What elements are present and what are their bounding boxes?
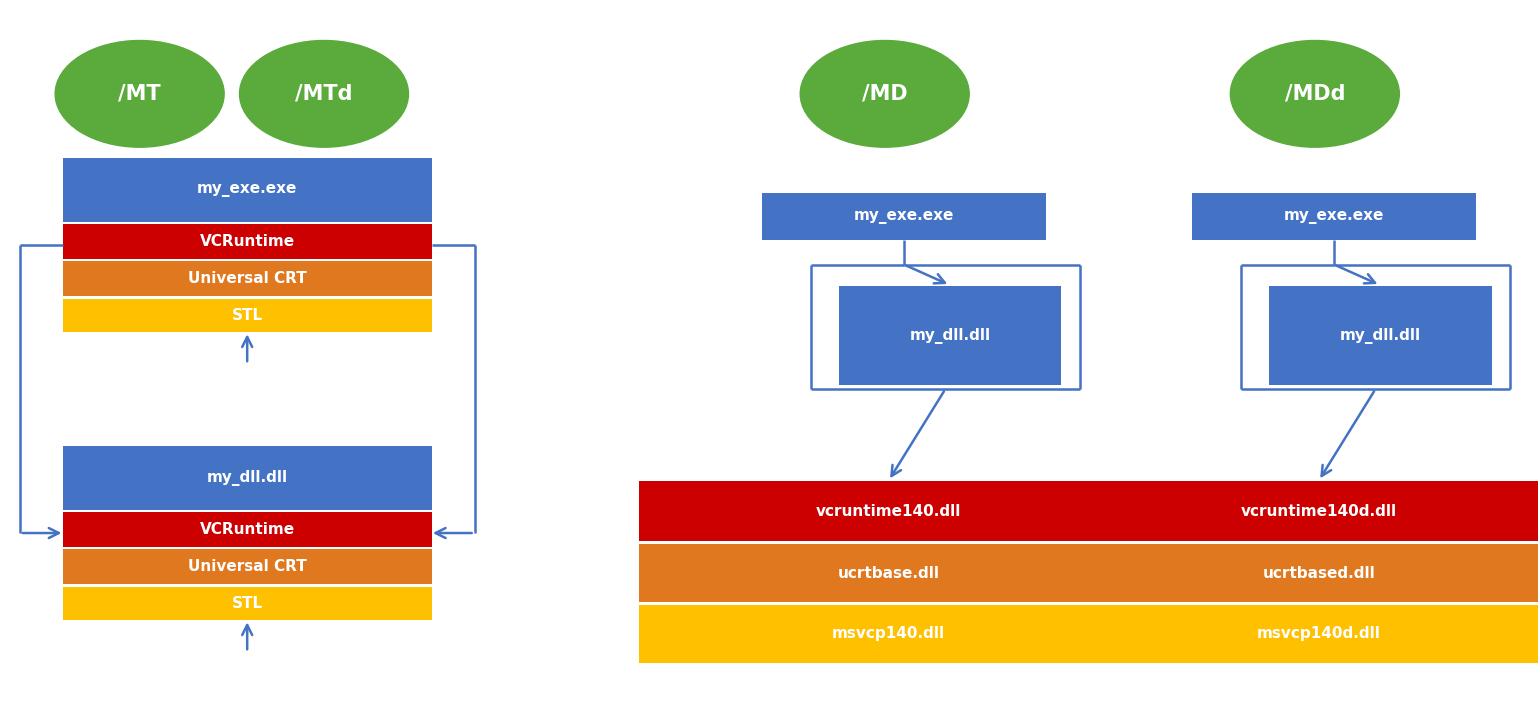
Text: my_exe.exe: my_exe.exe [854,209,954,224]
Bar [63,512,431,547]
Text: msvcp140d.dll: msvcp140d.dll [1257,626,1380,641]
Text: my_dll.dll: my_dll.dll [910,328,991,343]
Text: Universal CRT: Universal CRT [188,559,306,574]
Bar [63,158,431,221]
Text: my_exe.exe: my_exe.exe [197,182,297,197]
Bar [639,481,1139,541]
Text: /MTd: /MTd [295,84,352,104]
Bar [63,261,431,296]
Bar [1193,193,1476,240]
Bar [63,298,431,332]
Bar [1070,544,1539,602]
Text: STL: STL [232,596,263,611]
Text: /MDd: /MDd [1285,84,1345,104]
Text: ucrtbased.dll: ucrtbased.dll [1262,565,1374,580]
Text: ucrtbase.dll: ucrtbase.dll [837,565,939,580]
Text: my_dll.dll: my_dll.dll [1339,328,1420,343]
Text: Universal CRT: Universal CRT [188,271,306,286]
Text: my_dll.dll: my_dll.dll [206,470,288,486]
Text: /MD: /MD [862,84,908,104]
Bar [63,549,431,585]
Text: STL: STL [232,308,263,323]
Bar [839,286,1062,386]
Text: msvcp140.dll: msvcp140.dll [833,626,945,641]
Bar [1070,481,1539,541]
Text: vcruntime140d.dll: vcruntime140d.dll [1240,504,1397,519]
Bar [63,587,431,620]
Bar [63,223,431,259]
Text: VCRuntime: VCRuntime [200,234,295,249]
Bar [762,193,1047,240]
Bar [1268,286,1491,386]
Ellipse shape [55,41,225,147]
Bar [639,544,1139,602]
Text: vcruntime140.dll: vcruntime140.dll [816,504,962,519]
Bar [1070,605,1539,663]
Ellipse shape [1230,41,1399,147]
Text: my_exe.exe: my_exe.exe [1284,209,1384,224]
Text: /MT: /MT [119,84,162,104]
Bar [639,605,1139,663]
Text: VCRuntime: VCRuntime [200,522,295,537]
Ellipse shape [800,41,970,147]
Bar [63,446,431,510]
Ellipse shape [240,41,408,147]
